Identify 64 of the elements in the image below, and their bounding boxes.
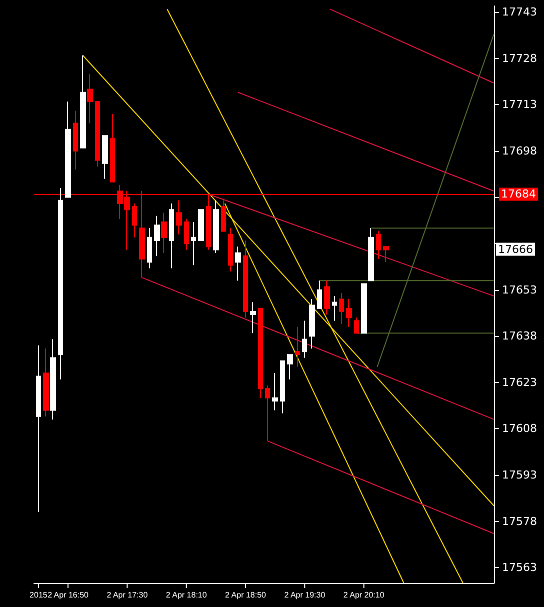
x-tick-label: 2 Apr 20:10 [343, 590, 385, 600]
candlestick [332, 296, 337, 322]
y-tick-label: 17653 [502, 283, 537, 296]
y-tick-label: 17623 [502, 376, 537, 389]
candlestick [228, 228, 233, 272]
candlestick [95, 101, 100, 167]
candlestick [243, 240, 248, 318]
candlestick [161, 212, 167, 254]
x-tick-label: 2 Apr 16:50 [48, 590, 90, 600]
candlestick [102, 135, 108, 180]
candlestick [213, 200, 219, 254]
candlestick [354, 317, 359, 334]
candlestick [43, 348, 49, 417]
x-tick-label: 2 Apr 18:50 [225, 590, 267, 600]
annotation: 17666 [498, 242, 533, 256]
x-tick-label: 2 Apr 19:30 [284, 590, 326, 600]
candlestick [132, 202, 137, 238]
candlestick [324, 280, 330, 316]
candlestick [87, 73, 93, 124]
candlestick [191, 221, 196, 266]
y-tick-label: 17593 [502, 468, 537, 482]
candlestick [184, 218, 189, 250]
candlestick [280, 360, 285, 414]
candlestick [73, 110, 78, 170]
y-tick-label: 17638 [502, 330, 537, 343]
candlestick [258, 308, 263, 398]
candlestick [250, 302, 256, 334]
y-tick-label: 17563 [502, 561, 537, 574]
y-tick-label: 17698 [502, 144, 537, 158]
candlestick [147, 228, 152, 269]
candlestick [110, 113, 115, 182]
candlestick [36, 344, 41, 513]
candlestick [272, 372, 278, 411]
ref-line-label: 17684 [501, 188, 536, 201]
candlestick [383, 246, 389, 263]
candlestick [339, 292, 344, 324]
candlestick [346, 298, 352, 328]
x-tick-label: 2 Apr 17:30 [106, 590, 148, 600]
y-tick-label: 17608 [502, 422, 537, 436]
candlestick [198, 209, 204, 242]
candlestick [154, 215, 160, 256]
x-tick-label: 2015 [30, 590, 48, 600]
x-tick-label: 2 Apr 18:10 [166, 590, 208, 600]
candlestick [176, 200, 182, 235]
candlestick [361, 283, 367, 334]
candlestick [50, 338, 56, 420]
candlestick [235, 246, 241, 282]
y-tick-label: 17578 [502, 514, 537, 528]
candlestick [309, 298, 315, 349]
candlestick [169, 202, 174, 269]
candlestick [295, 326, 300, 368]
candlestick [265, 385, 270, 442]
candlestick [80, 54, 86, 148]
candlestick [65, 101, 71, 198]
candlestick [302, 320, 307, 358]
y-tick-label: 17728 [502, 52, 537, 65]
candlestick [221, 200, 226, 232]
y-tick-label: 17713 [502, 98, 537, 112]
candlestick [317, 280, 322, 309]
candlestick [58, 188, 63, 380]
candlestick [376, 230, 381, 260]
candlestick [287, 354, 293, 380]
candlestick [368, 228, 374, 282]
y-tick-label: 17743 [502, 6, 537, 19]
